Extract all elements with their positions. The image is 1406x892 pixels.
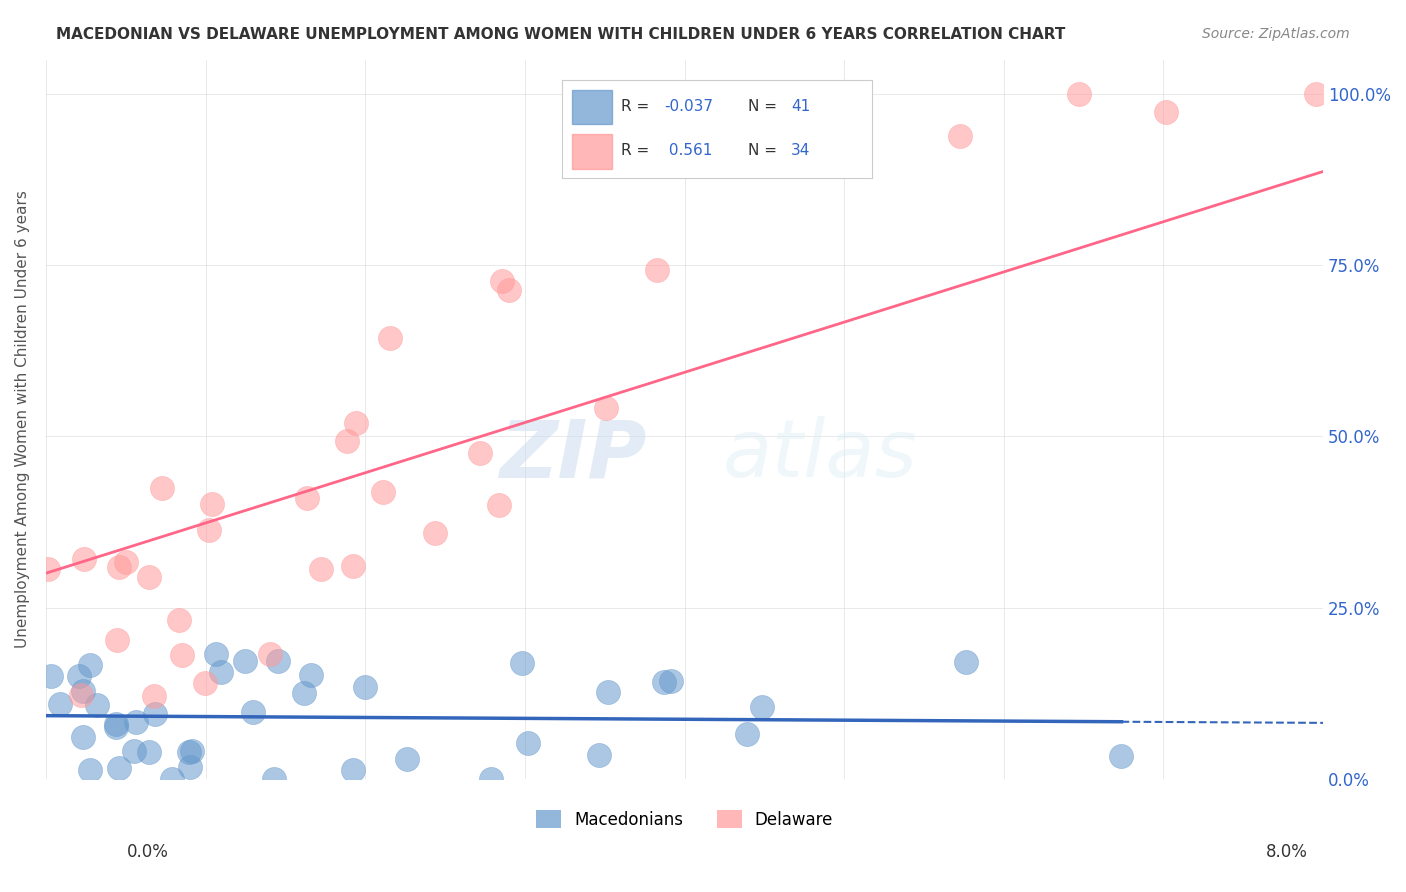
Point: [652, 674, 675, 689]
Point: [122, 744, 145, 758]
Point: [295, 491, 318, 506]
Text: R =: R =: [621, 99, 654, 114]
Point: [179, 745, 201, 759]
Point: [108, 761, 131, 775]
Point: [233, 654, 256, 668]
Text: 41: 41: [792, 99, 810, 114]
Point: [70, 688, 93, 702]
Point: [949, 129, 972, 144]
Point: [72, 730, 94, 744]
Y-axis label: Unemployment Among Women with Children Under 6 years: Unemployment Among Women with Children U…: [15, 190, 30, 648]
Point: [79, 657, 101, 672]
Point: [588, 747, 610, 762]
Point: [107, 559, 129, 574]
Point: [498, 283, 520, 297]
Point: [645, 263, 668, 277]
Point: [336, 434, 359, 448]
Text: R =: R =: [621, 144, 654, 159]
Point: [172, 648, 194, 662]
Point: [198, 523, 221, 537]
Point: [344, 416, 367, 430]
Text: N =: N =: [748, 144, 782, 159]
Point: [479, 772, 502, 786]
Point: [204, 647, 226, 661]
Point: [735, 726, 758, 740]
Point: [181, 743, 204, 757]
Bar: [572, 134, 612, 169]
Point: [142, 690, 165, 704]
Point: [789, 144, 811, 158]
Point: [299, 667, 322, 681]
Point: [516, 736, 538, 750]
Point: [67, 669, 90, 683]
Point: [201, 497, 224, 511]
Point: [194, 675, 217, 690]
Text: N =: N =: [748, 99, 782, 114]
Point: [1067, 87, 1090, 101]
Point: [124, 715, 146, 730]
Point: [86, 698, 108, 713]
Point: [1305, 87, 1327, 101]
Point: [510, 656, 533, 670]
Text: ZIP: ZIP: [499, 417, 647, 494]
Point: [468, 445, 491, 459]
Point: [267, 654, 290, 668]
Point: [179, 759, 201, 773]
Point: [150, 481, 173, 495]
Point: [143, 707, 166, 722]
Point: [1154, 104, 1177, 119]
Point: [491, 274, 513, 288]
Point: [659, 673, 682, 688]
Text: 0.561: 0.561: [665, 144, 713, 159]
Legend: Macedonians, Delaware: Macedonians, Delaware: [529, 804, 839, 835]
Text: 34: 34: [792, 144, 811, 159]
Point: [259, 647, 281, 661]
Point: [242, 706, 264, 720]
Point: [49, 697, 72, 711]
Point: [160, 772, 183, 786]
Point: [955, 655, 977, 669]
Point: [167, 613, 190, 627]
Text: Source: ZipAtlas.com: Source: ZipAtlas.com: [1202, 27, 1350, 41]
Point: [115, 555, 138, 569]
Text: atlas: atlas: [723, 417, 918, 494]
Point: [37, 562, 59, 576]
Point: [209, 665, 232, 679]
Point: [395, 752, 418, 766]
Point: [79, 763, 101, 777]
Point: [342, 763, 364, 777]
Point: [105, 633, 128, 648]
Point: [1111, 749, 1133, 764]
Point: [39, 669, 62, 683]
Point: [72, 684, 94, 698]
Point: [73, 552, 96, 566]
Point: [292, 686, 315, 700]
Point: [342, 559, 364, 574]
Text: MACEDONIAN VS DELAWARE UNEMPLOYMENT AMONG WOMEN WITH CHILDREN UNDER 6 YEARS CORR: MACEDONIAN VS DELAWARE UNEMPLOYMENT AMON…: [56, 27, 1066, 42]
Text: -0.037: -0.037: [665, 99, 713, 114]
Point: [596, 685, 619, 699]
Point: [354, 681, 377, 695]
Point: [488, 498, 510, 512]
Point: [104, 720, 127, 734]
Point: [309, 562, 332, 576]
Point: [423, 525, 446, 540]
Point: [138, 570, 160, 584]
Point: [371, 485, 394, 500]
Point: [595, 401, 617, 415]
Text: 0.0%: 0.0%: [127, 843, 169, 861]
Point: [263, 772, 285, 786]
Point: [138, 745, 160, 759]
Bar: [572, 90, 612, 124]
Point: [378, 331, 401, 345]
Point: [751, 700, 773, 714]
Text: 8.0%: 8.0%: [1265, 843, 1308, 861]
Point: [104, 716, 127, 731]
